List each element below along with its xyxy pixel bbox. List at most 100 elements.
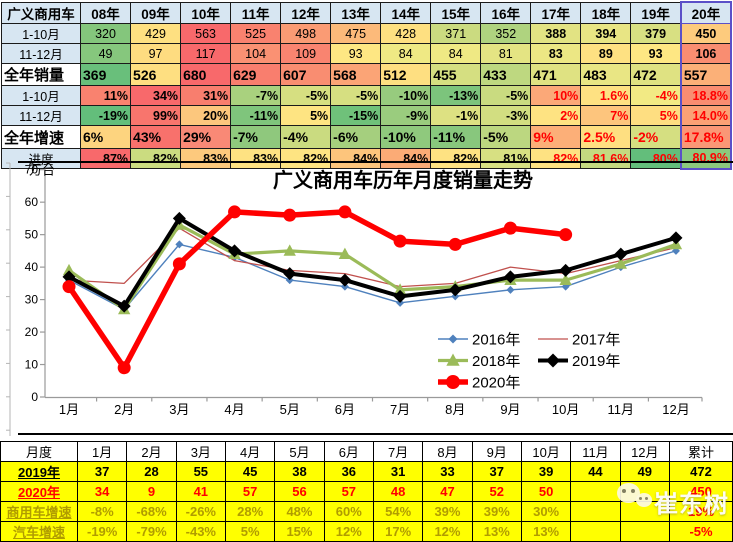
- value-cell: 379: [630, 23, 682, 44]
- year-header: 11年: [230, 1, 282, 24]
- value-cell: 84: [430, 43, 482, 64]
- value-cell: -6%: [330, 125, 382, 149]
- value-cell: 49: [79, 43, 132, 64]
- value-cell: 84%: [330, 148, 382, 169]
- value-cell: 472: [669, 461, 733, 482]
- y-tick-label: 70: [25, 163, 39, 177]
- y-axis-unit-label: 万台: [29, 163, 55, 178]
- value-cell: 371: [430, 23, 482, 44]
- row-label: 11-12月: [1, 105, 81, 126]
- value-cell: 109: [280, 43, 332, 64]
- value-cell: -13%: [430, 85, 482, 106]
- value-cell: -1%: [430, 105, 482, 126]
- value-cell: -7%: [230, 85, 282, 106]
- month-header: 9月: [471, 441, 522, 462]
- value-cell: 81.6%: [580, 148, 632, 169]
- value-cell: 56: [274, 481, 325, 502]
- data-point: [669, 231, 683, 245]
- value-cell: -4%: [630, 85, 682, 106]
- y-tick-label: 30: [25, 293, 39, 307]
- value-cell: [619, 501, 671, 522]
- year-header: 10年: [180, 1, 232, 24]
- table-row: 11-12月 -19% 99% 20% -11% 5% -15% -9% -1% -3% 2% 7% 5…: [1, 105, 733, 126]
- value-cell: 607: [280, 63, 332, 86]
- chart-legend: 2016年 2017年 2018年 2019年 2020年: [438, 332, 620, 392]
- row-label: 1-10月: [1, 85, 81, 106]
- month-header: 3月: [175, 441, 226, 462]
- value-cell: 680: [180, 63, 232, 86]
- row-label: 1-10月: [1, 23, 81, 44]
- chart-title: 广义商用车历年月度销量走势: [273, 168, 533, 192]
- legend-label: 2019年: [572, 353, 620, 370]
- value-cell: 97: [130, 43, 182, 64]
- value-cell: 2%: [530, 105, 582, 126]
- value-cell: 93: [330, 43, 382, 64]
- value-cell: 320: [79, 23, 132, 44]
- x-tick-label: 3月: [169, 402, 189, 417]
- value-cell: 17.8%: [679, 125, 733, 149]
- value-cell: 450: [679, 23, 733, 44]
- value-cell: 18.8%: [679, 85, 733, 106]
- month-header: 5月: [274, 441, 325, 462]
- year-header: 16年: [480, 1, 532, 24]
- table-row: 2019年 37 28 55 45 38 36 31 33 37 39 44 49 472: [0, 461, 733, 482]
- data-point: [561, 282, 570, 291]
- value-cell: -5%: [330, 85, 382, 106]
- legend-label: 2018年: [472, 353, 520, 370]
- data-point: [559, 273, 572, 285]
- x-tick-label: 8月: [445, 402, 465, 417]
- data-point: [393, 283, 407, 295]
- value-cell: -19%: [76, 521, 128, 542]
- data-point: [614, 247, 628, 261]
- value-cell: 9: [126, 481, 177, 502]
- value-cell: 52: [471, 481, 522, 502]
- value-cell: -10%: [380, 85, 432, 106]
- value-cell: 43%: [130, 125, 182, 149]
- value-cell: 388: [530, 23, 582, 44]
- y-tick-label: 40: [25, 260, 39, 274]
- legend-item-2016年: 2016年: [438, 332, 520, 349]
- value-cell: 2.5%: [580, 125, 632, 149]
- x-tick-label: 1月: [59, 402, 79, 417]
- data-point: [448, 283, 462, 297]
- data-point: [283, 267, 297, 281]
- value-cell: 1.6%: [580, 85, 632, 106]
- value-cell: 57: [224, 481, 276, 502]
- table-row: 2020年 34 9 41 57 56 57 48 47 52 50 450: [0, 481, 733, 502]
- data-point: [338, 247, 352, 260]
- value-cell: 82%: [130, 148, 182, 169]
- value-cell: 82%: [430, 148, 482, 169]
- month-header: 6月: [323, 441, 374, 462]
- table-row: 1-10月 11% 34% 31% -7% -5% -5% -10% -13% -5% 10% 1.6…: [1, 85, 733, 106]
- month-header: 12月: [619, 441, 671, 462]
- value-cell: 60%: [323, 501, 374, 522]
- value-cell: 83%: [230, 148, 282, 169]
- data-point: [172, 211, 186, 225]
- value-cell: 30%: [520, 501, 572, 522]
- value-cell: [570, 521, 621, 542]
- x-tick-label: 7月: [390, 402, 410, 417]
- value-cell: 512: [380, 63, 432, 86]
- series-2019年: [62, 211, 683, 313]
- value-cell: 37: [471, 461, 522, 482]
- y-tick-label: 10: [25, 358, 39, 372]
- value-cell: 57: [323, 481, 374, 502]
- legend-item-2020年: 2020年: [438, 375, 520, 392]
- value-cell: 475: [330, 23, 382, 44]
- value-cell: -3%: [480, 105, 532, 126]
- value-cell: 50: [520, 481, 572, 502]
- value-cell: [570, 501, 621, 522]
- year-header: 12年: [280, 1, 332, 24]
- value-cell: -9%: [380, 105, 432, 126]
- legend-item-2017年: 2017年: [538, 332, 620, 349]
- data-point: [283, 208, 297, 222]
- data-point: [117, 299, 131, 313]
- value-cell: 99%: [130, 105, 182, 126]
- month-header: 7月: [372, 441, 424, 462]
- separator-line-top: [18, 161, 733, 163]
- yearly-summary-table: 广义商用车 08年 09年 10年 11年 12年 13年 14年 15年 16年 17年 18年 19…: [1, 1, 733, 170]
- value-cell: 37: [76, 461, 128, 482]
- value-cell: -8%: [76, 501, 128, 522]
- value-cell: 629: [230, 63, 282, 86]
- row-label: 全年销量: [1, 63, 81, 86]
